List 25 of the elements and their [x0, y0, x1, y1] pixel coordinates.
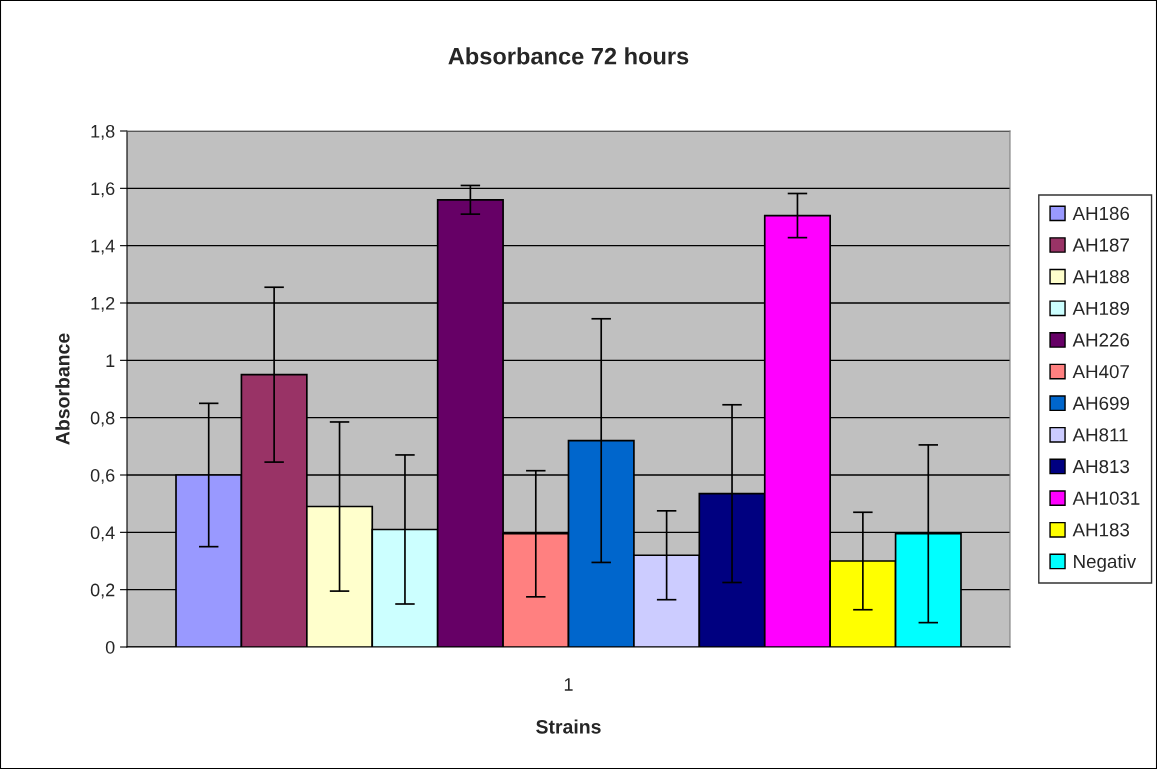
legend-label: AH811 — [1072, 428, 1128, 442]
y-tick-label: 0,8 — [90, 411, 115, 427]
legend-label: AH183 — [1072, 523, 1130, 537]
y-tick-label: 1,4 — [91, 239, 115, 255]
legend-label: AH189 — [1072, 301, 1129, 315]
y-tick-label: 1 — [106, 354, 115, 367]
y-axis-title: Absorbance — [55, 333, 70, 445]
legend-label: AH699 — [1072, 396, 1129, 410]
y-tick-label: 0,2 — [90, 583, 115, 599]
legend-label: AH187 — [1072, 238, 1129, 252]
legend-label: AH407 — [1072, 364, 1129, 379]
y-tick-label: 1,2 — [91, 296, 115, 312]
y-tick-label: 0,6 — [90, 468, 115, 484]
y-tick-label: 0,4 — [90, 526, 115, 542]
y-tick-label: 0 — [105, 640, 115, 654]
y-tick-label: 1,6 — [91, 182, 115, 198]
legend-label: Negativ — [1074, 554, 1137, 572]
legend-label: AH186 — [1072, 206, 1130, 221]
legend-label: AH1031 — [1072, 491, 1140, 505]
x-axis-title: Strains — [536, 719, 601, 734]
y-tick-label: 1,8 — [91, 124, 115, 140]
legend-label: AH813 — [1072, 459, 1130, 474]
legend-label: AH188 — [1072, 270, 1130, 284]
chart-title: Absorbance 72 hours — [448, 47, 689, 65]
legend-label: AH226 — [1072, 333, 1130, 347]
